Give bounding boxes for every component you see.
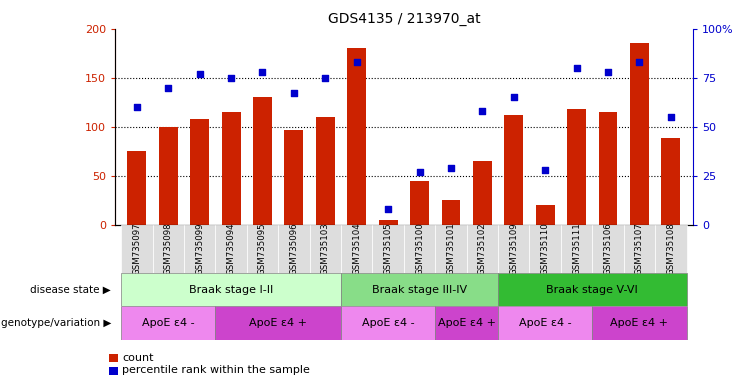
Bar	[121, 225, 153, 273]
Bar	[410, 180, 429, 225]
Bar	[655, 225, 687, 273]
Bar	[379, 220, 398, 225]
Bar	[435, 306, 498, 340]
Title: GDS4135 / 213970_at: GDS4135 / 213970_at	[328, 12, 480, 26]
Text: count: count	[122, 353, 154, 362]
Bar	[662, 139, 680, 225]
Text: Braak stage V-VI: Braak stage V-VI	[546, 285, 638, 295]
Point	[634, 59, 645, 65]
Text: Braak stage III-IV: Braak stage III-IV	[372, 285, 467, 295]
Bar	[435, 225, 467, 273]
Bar	[341, 225, 373, 273]
Bar	[341, 306, 435, 340]
Bar	[498, 273, 687, 306]
Point	[602, 69, 614, 75]
Point	[319, 74, 331, 81]
Bar	[190, 119, 209, 225]
Text: ApoE ε4 +: ApoE ε4 +	[249, 318, 308, 328]
Bar	[592, 225, 624, 273]
Bar	[184, 225, 216, 273]
Text: GSM735108: GSM735108	[666, 222, 675, 275]
Bar	[121, 306, 216, 340]
Bar	[373, 225, 404, 273]
Point	[225, 74, 237, 81]
Bar	[153, 225, 184, 273]
Bar	[253, 98, 272, 225]
Text: ApoE ε4 +: ApoE ε4 +	[438, 318, 496, 328]
Text: GSM735110: GSM735110	[541, 222, 550, 275]
Bar	[442, 200, 460, 225]
Text: GSM735100: GSM735100	[415, 222, 424, 275]
Text: GSM735095: GSM735095	[258, 222, 267, 275]
Text: ApoE ε4 +: ApoE ε4 +	[611, 318, 668, 328]
Point	[256, 69, 268, 75]
Text: ApoE ε4 -: ApoE ε4 -	[142, 318, 195, 328]
Bar	[247, 225, 278, 273]
Point	[413, 169, 425, 175]
Text: GSM735107: GSM735107	[635, 222, 644, 275]
Bar	[599, 112, 617, 225]
Bar	[285, 130, 303, 225]
Bar	[216, 225, 247, 273]
Point	[476, 108, 488, 114]
Text: GSM735109: GSM735109	[509, 222, 518, 275]
Text: percentile rank within the sample: percentile rank within the sample	[122, 365, 310, 375]
Text: GSM735096: GSM735096	[290, 222, 299, 275]
Bar	[310, 225, 341, 273]
Text: GSM735106: GSM735106	[603, 222, 613, 275]
Text: GSM735105: GSM735105	[384, 222, 393, 275]
Bar	[222, 112, 241, 225]
Point	[539, 167, 551, 173]
Text: GSM735104: GSM735104	[352, 222, 361, 275]
Bar	[505, 115, 523, 225]
Text: Braak stage I-II: Braak stage I-II	[189, 285, 273, 295]
Point	[193, 71, 205, 77]
Text: GSM735111: GSM735111	[572, 222, 581, 275]
Bar	[498, 306, 592, 340]
Bar	[348, 48, 366, 225]
Bar	[316, 117, 335, 225]
Text: GSM735102: GSM735102	[478, 222, 487, 275]
Bar	[404, 225, 435, 273]
Bar	[592, 306, 687, 340]
Bar	[624, 225, 655, 273]
Bar	[567, 109, 586, 225]
Text: disease state ▶: disease state ▶	[30, 285, 111, 295]
Bar	[561, 225, 592, 273]
Bar	[467, 225, 498, 273]
Bar	[536, 205, 554, 225]
Text: GSM735099: GSM735099	[195, 222, 205, 275]
Bar	[473, 161, 492, 225]
Text: GSM735098: GSM735098	[164, 222, 173, 275]
Text: genotype/variation ▶: genotype/variation ▶	[1, 318, 111, 328]
Text: GSM735103: GSM735103	[321, 222, 330, 275]
Point	[508, 94, 519, 101]
Point	[350, 59, 362, 65]
Bar	[341, 273, 498, 306]
Bar	[630, 43, 649, 225]
Text: ApoE ε4 -: ApoE ε4 -	[362, 318, 414, 328]
Text: ApoE ε4 -: ApoE ε4 -	[519, 318, 571, 328]
Bar	[530, 225, 561, 273]
Point	[131, 104, 143, 110]
Point	[288, 90, 300, 96]
Text: GSM735094: GSM735094	[227, 222, 236, 275]
Bar	[127, 151, 146, 225]
Text: GSM735097: GSM735097	[133, 222, 142, 275]
Point	[571, 65, 582, 71]
Bar	[278, 225, 310, 273]
Text: GSM735101: GSM735101	[447, 222, 456, 275]
Point	[445, 165, 457, 171]
Point	[162, 84, 174, 91]
Point	[665, 114, 677, 120]
Bar	[121, 273, 341, 306]
Bar	[498, 225, 530, 273]
Point	[382, 206, 394, 212]
Bar	[159, 127, 178, 225]
Bar	[216, 306, 341, 340]
